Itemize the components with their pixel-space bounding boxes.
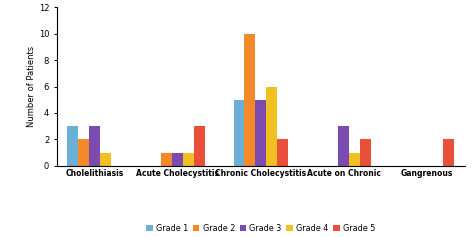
Bar (443, 139, 454, 166)
Bar (89, 126, 100, 166)
Bar (172, 153, 183, 166)
Bar (194, 126, 205, 166)
Legend: Grade 1, Grade 2, Grade 3, Grade 4, Grade 5: Grade 1, Grade 2, Grade 3, Grade 4, Grad… (143, 221, 379, 236)
Bar (360, 139, 371, 166)
Bar (245, 34, 255, 166)
Bar (161, 153, 172, 166)
Bar (78, 139, 89, 166)
Bar (100, 153, 110, 166)
Bar (349, 153, 360, 166)
Bar (67, 126, 78, 166)
Bar (338, 126, 349, 166)
Bar (277, 139, 288, 166)
Bar (255, 100, 266, 166)
Bar (183, 153, 194, 166)
Bar (266, 87, 277, 166)
Bar (234, 100, 245, 166)
Y-axis label: Number of Patients: Number of Patients (27, 46, 36, 127)
